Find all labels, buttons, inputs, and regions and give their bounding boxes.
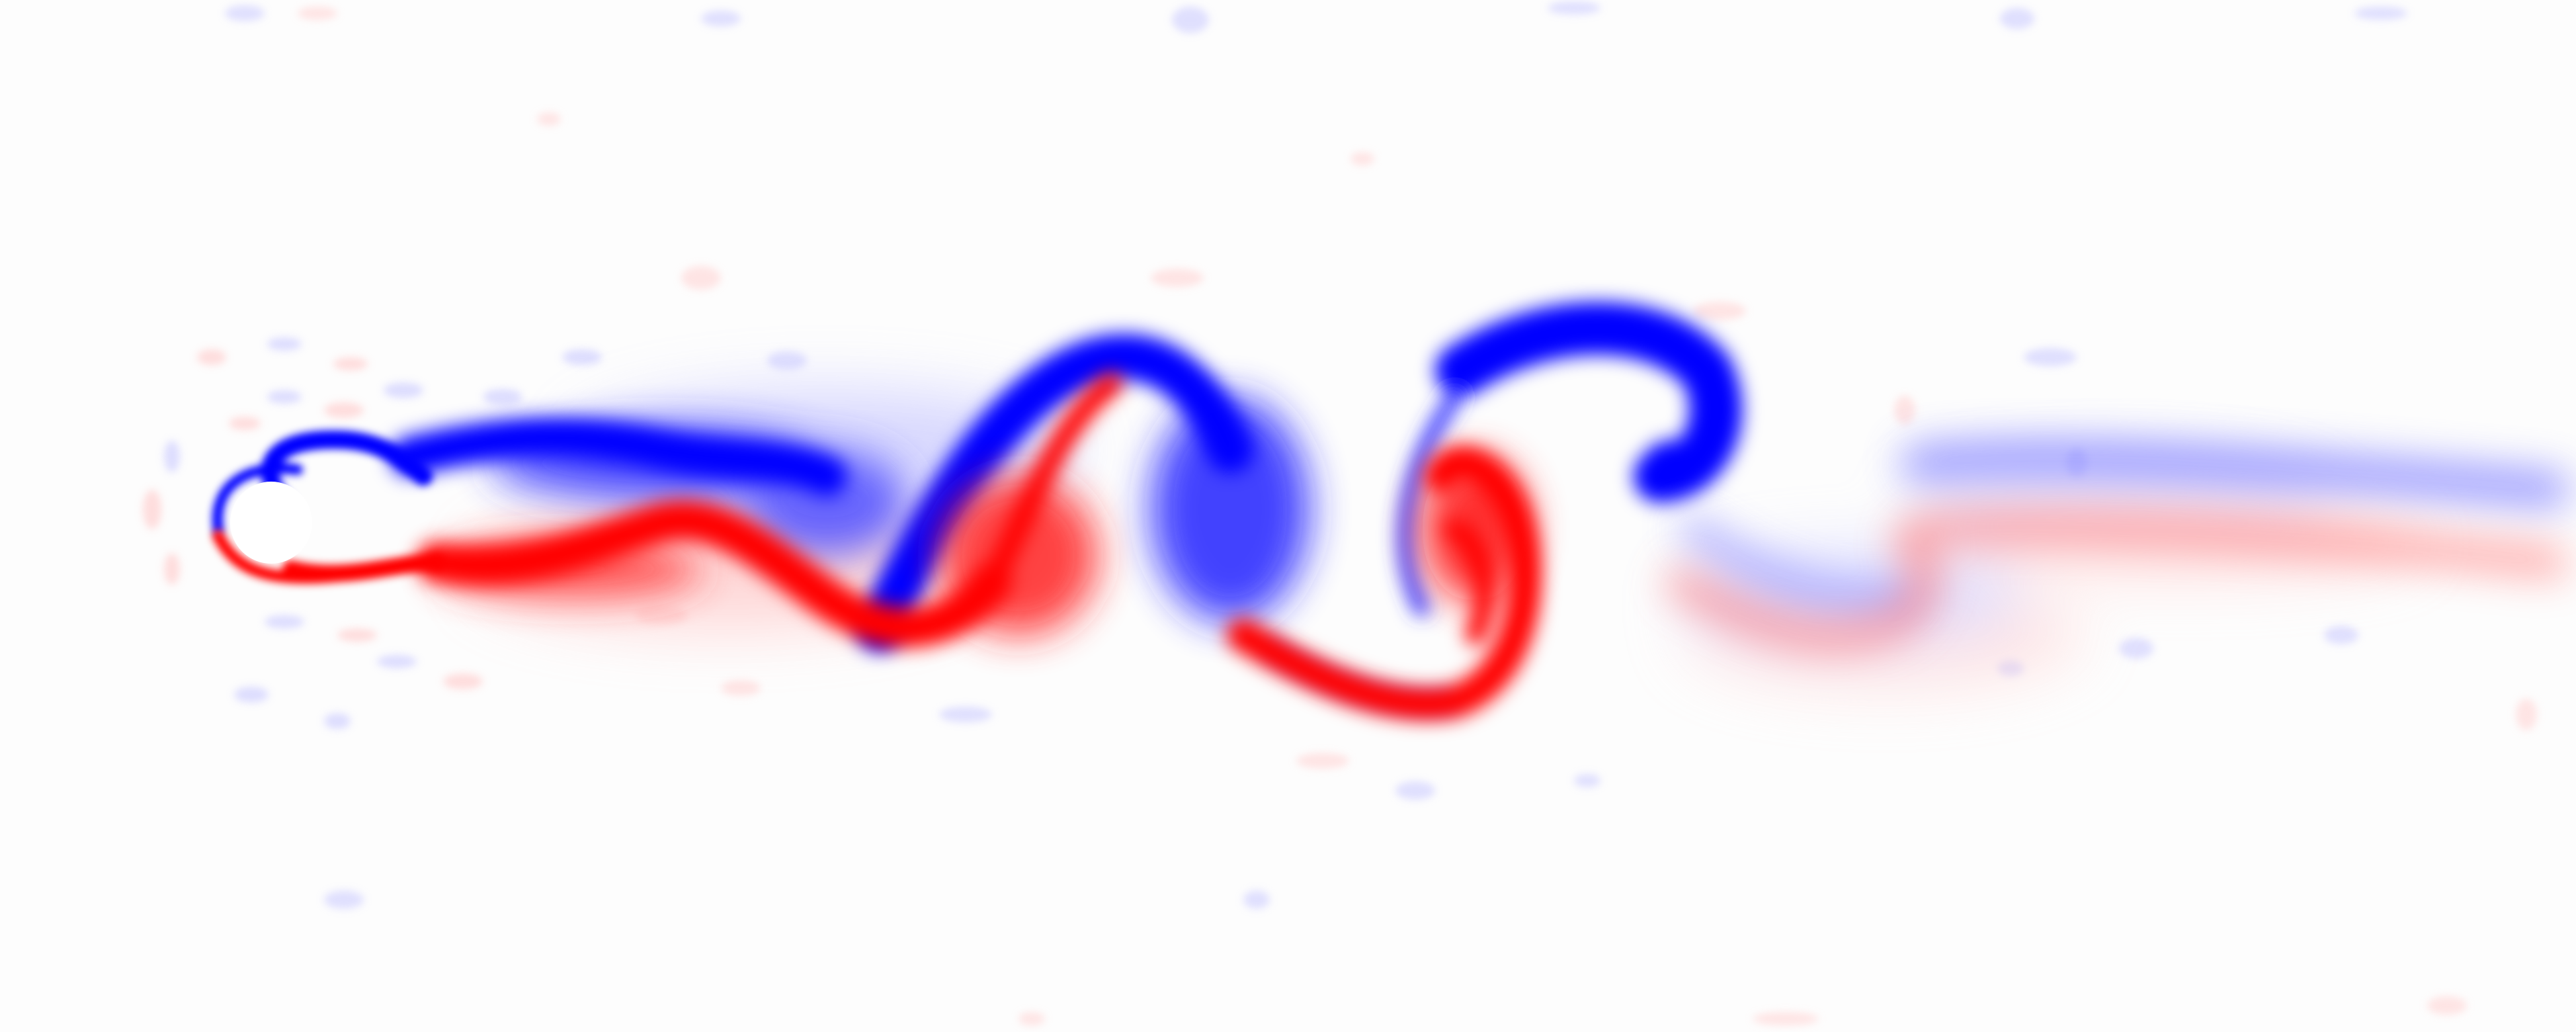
- negative-vortices: [212, 302, 2569, 712]
- noise-speckles: [225, 1, 2537, 1025]
- cylinder-obstacle: [230, 482, 312, 564]
- near-wake-ripples: [143, 337, 602, 729]
- positive-vortices: [212, 372, 2567, 720]
